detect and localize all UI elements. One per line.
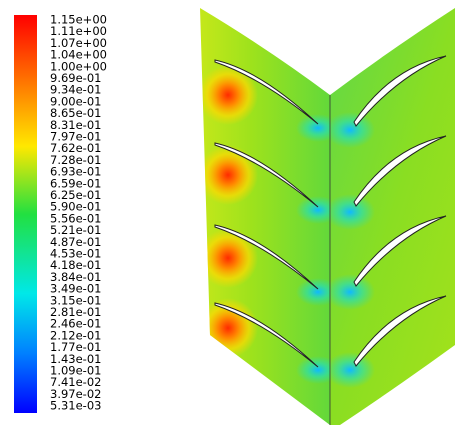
colorbar bbox=[14, 15, 37, 413]
colorbar-label: 2.81e-01 bbox=[50, 305, 101, 319]
colorbar-label: 4.87e-01 bbox=[50, 235, 101, 249]
colorbar-label: 1.15e+00 bbox=[50, 13, 107, 27]
rotor-domain bbox=[330, 8, 455, 425]
colorbar-label: 5.90e-01 bbox=[50, 200, 101, 214]
colorbar-label: 6.93e-01 bbox=[50, 165, 101, 179]
stator-domain bbox=[200, 8, 330, 425]
colorbar-label: 5.21e-01 bbox=[50, 223, 101, 237]
colorbar-label: 1.04e+00 bbox=[50, 48, 107, 62]
colorbar-label: 1.77e-01 bbox=[50, 340, 101, 354]
colorbar-label: 7.62e-01 bbox=[50, 141, 101, 155]
colorbar-label: 1.00e+00 bbox=[50, 59, 107, 73]
colorbar-label: 3.84e-01 bbox=[50, 270, 101, 284]
stator-blades bbox=[214, 59, 319, 368]
colorbar-label: 3.15e-01 bbox=[50, 293, 101, 307]
colorbar-label: 1.07e+00 bbox=[50, 36, 107, 50]
colorbar-label: 7.28e-01 bbox=[50, 153, 101, 167]
colorbar-label: 6.25e-01 bbox=[50, 188, 101, 202]
colorbar-label: 1.11e+00 bbox=[50, 24, 107, 38]
rotor-blades bbox=[353, 55, 447, 367]
colorbar-label: 8.65e-01 bbox=[50, 106, 101, 120]
colorbar-label: 4.18e-01 bbox=[50, 258, 101, 272]
colorbar-label: 6.59e-01 bbox=[50, 176, 101, 190]
colorbar-label: 9.34e-01 bbox=[50, 83, 101, 97]
colorbar-label: 4.53e-01 bbox=[50, 247, 101, 261]
colorbar-label: 3.49e-01 bbox=[50, 282, 101, 296]
colorbar-label: 1.09e-01 bbox=[50, 364, 101, 378]
colorbar-label: 9.69e-01 bbox=[50, 71, 101, 85]
colorbar-label: 3.97e-02 bbox=[50, 387, 101, 401]
colorbar-label: 5.31e-03 bbox=[50, 399, 101, 413]
colorbar-label: 7.41e-02 bbox=[50, 375, 101, 389]
colorbar-label: 8.31e-01 bbox=[50, 118, 101, 132]
colorbar-label: 5.56e-01 bbox=[50, 211, 101, 225]
colorbar-label: 9.00e-01 bbox=[50, 94, 101, 108]
colorbar-label: 7.97e-01 bbox=[50, 130, 101, 144]
colorbar-label: 2.12e-01 bbox=[50, 328, 101, 342]
colorbar-label: 2.46e-01 bbox=[50, 317, 101, 331]
colorbar-label: 1.43e-01 bbox=[50, 352, 101, 366]
